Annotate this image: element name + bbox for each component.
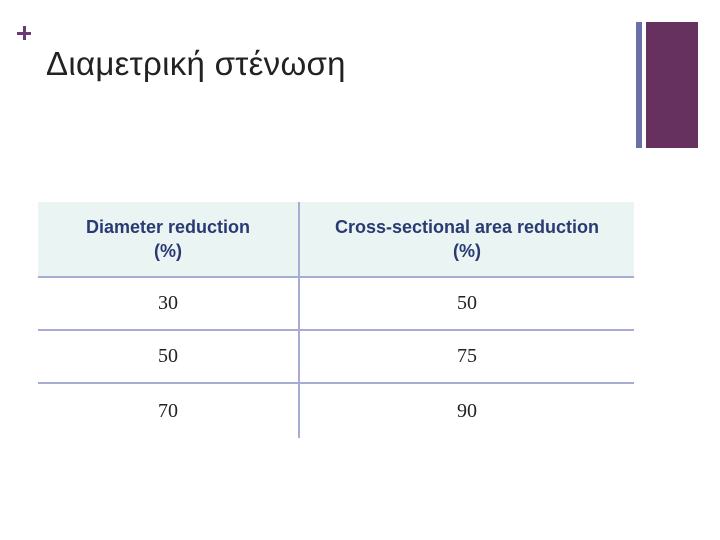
table-header-row: Diameter reduction (%) Cross-sectional a…	[38, 202, 634, 278]
table-cell: 50	[38, 330, 300, 384]
table-cell: 30	[38, 277, 300, 331]
decorative-bar-thin	[636, 22, 642, 148]
table-row: 50 75	[38, 330, 634, 384]
header-unit: (%)	[154, 241, 182, 261]
header-diameter-reduction: Diameter reduction (%)	[38, 202, 300, 278]
header-line: Cross-sectional area reduction	[334, 217, 600, 237]
plus-icon	[17, 26, 31, 40]
table-cell: 75	[299, 330, 634, 384]
stenosis-table: Diameter reduction (%) Cross-sectional a…	[38, 202, 634, 438]
header-line: Diameter reduction	[85, 217, 251, 237]
header-unit: (%)	[453, 241, 481, 261]
decorative-bar-thick	[646, 22, 698, 148]
table-row: 70 90	[38, 383, 634, 438]
table-cell: 70	[38, 383, 300, 438]
table-row: 30 50	[38, 277, 634, 331]
header-area-reduction: Cross-sectional area reduction (%)	[299, 202, 634, 278]
table-cell: 90	[457, 399, 477, 422]
table-cell: 50	[299, 277, 634, 331]
slide-title: Διαμετρική στένωση	[46, 45, 346, 82]
